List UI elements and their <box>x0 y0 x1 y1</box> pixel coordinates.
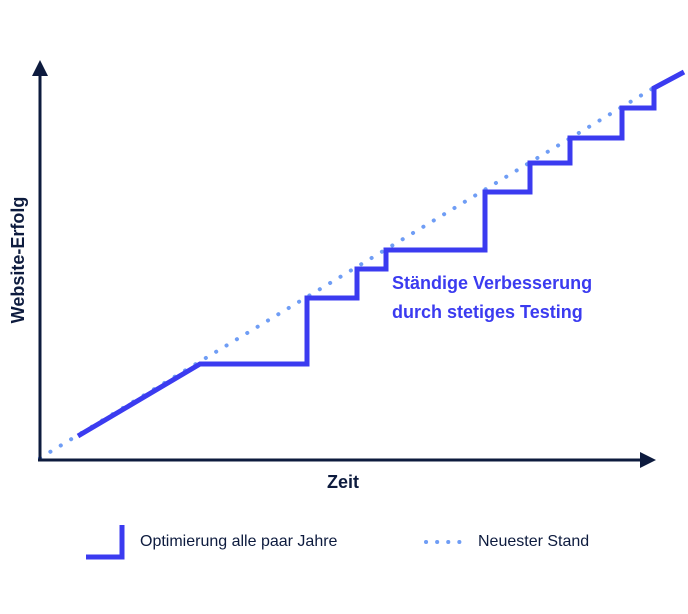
step-line-swatch-icon <box>86 525 125 560</box>
y-axis-arrow-icon <box>32 60 48 76</box>
legend-step-label: Optimierung alle paar Jahre <box>140 533 338 550</box>
step-optimization-line <box>76 69 686 439</box>
y-axis-label: Website-Erfolg <box>8 197 28 324</box>
x-axis-label: Zeit <box>327 472 359 492</box>
legend-item-dotted: Neuester Stand <box>420 522 589 562</box>
annotation-line-1: Ständige Verbesserung <box>392 273 592 293</box>
legend-item-step: Optimierung alle paar Jahre <box>80 522 337 562</box>
legend: Optimierung alle paar Jahre Neuester Sta… <box>80 522 640 562</box>
legend-dotted-label: Neuester Stand <box>478 533 590 550</box>
dotted-line-swatch-icon <box>424 540 462 544</box>
annotation-line-2: durch stetiges Testing <box>392 302 583 322</box>
x-axis-arrow-icon <box>640 452 656 468</box>
